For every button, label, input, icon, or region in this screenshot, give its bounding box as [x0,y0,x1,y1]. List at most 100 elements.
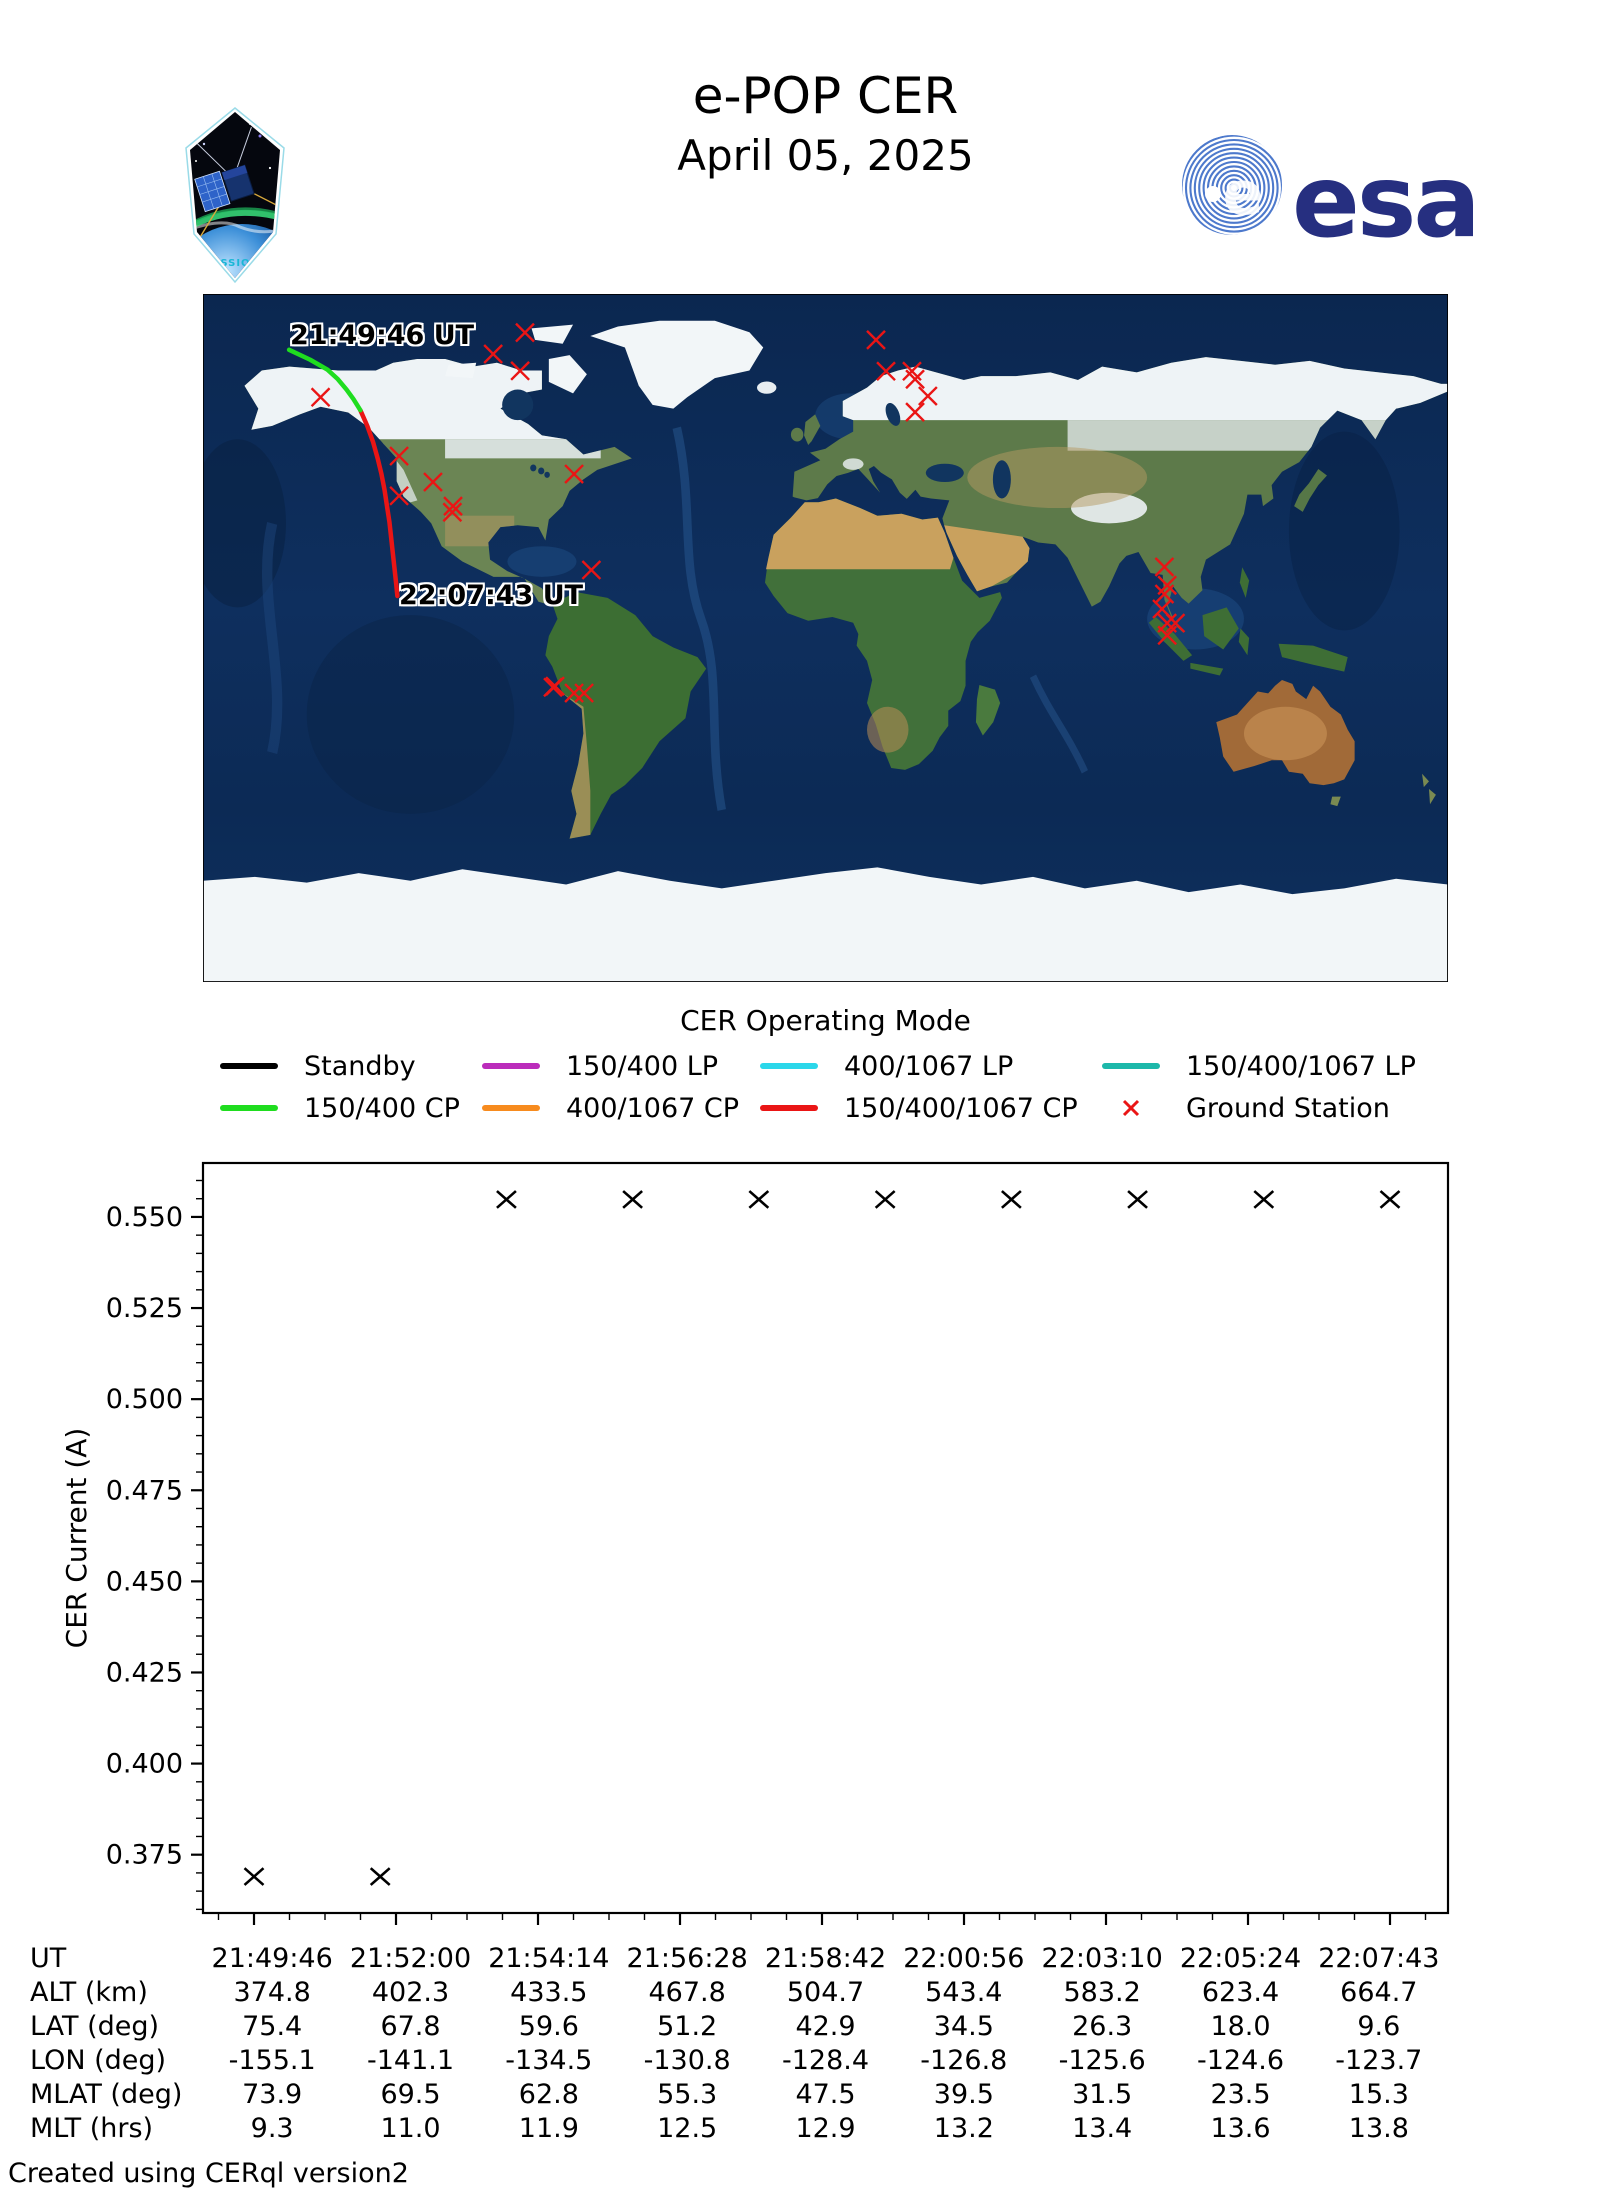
data-point-marker [243,1867,265,1886]
table-cell: 18.0 [1210,2011,1271,2042]
y-tick-label: 0.400 [106,1749,183,1780]
y-tick-label: 0.550 [106,1202,183,1233]
antarctica [203,867,1448,982]
data-point-marker [748,1190,770,1209]
y-tick-label: 0.375 [106,1840,183,1871]
table-cell: 75.4 [242,2011,303,2042]
legend-item-standby: Standby [220,1046,416,1086]
table-cell: 402.3 [371,1977,450,2008]
legend-item-label: 400/1067 CP [566,1092,740,1124]
table-cell: 623.4 [1201,1977,1280,2008]
ground-station-marker [390,487,408,505]
ground-track-150-400-cp [289,350,360,410]
legend-line-swatch [760,1105,818,1111]
ground-station-marker [565,465,583,483]
table-cell: 583.2 [1063,1977,1141,2008]
y-tick-label: 0.500 [106,1384,183,1415]
table-cell: -125.6 [1058,2045,1146,2076]
y-tick-label: 0.525 [106,1293,183,1324]
track-start-time-label: 21:49:46 UT [290,320,475,351]
table-cell: 31.5 [1072,2079,1133,2110]
continent-north-america [244,358,632,606]
ground-station-marker [919,387,937,405]
legend-item-label: 150/400/1067 CP [844,1092,1078,1124]
table-cell: 433.5 [510,1977,588,2008]
table-cell: 22:05:24 [1179,1943,1302,1974]
table-cell: 69.5 [380,2079,441,2110]
table-row-label: UT [30,1943,67,1974]
esa-globe-icon: e [1182,135,1282,235]
table-cell: 22:00:56 [903,1943,1025,1974]
cassiope-mission-patch: CASSIOPE [185,107,285,284]
legend-item-150-400-cp: 150/400 CP [220,1088,460,1128]
table-cell: 504.7 [786,1977,865,2008]
ground-station-marker [516,324,534,342]
table-row-label: MLAT (deg) [30,2079,183,2110]
table-cell: 21:52:00 [349,1943,472,1974]
legend-item-150-400-1067-cp: 150/400/1067 CP [760,1088,1078,1128]
data-point-marker [622,1190,643,1209]
table-cell: 59.6 [518,2011,579,2042]
data-point-marker [1379,1190,1401,1209]
ground-station-marker [484,345,502,363]
table-cell: 55.3 [657,2079,718,2110]
table-cell: 467.8 [648,1977,726,2008]
ground-station-marker [424,473,442,491]
table-cell: 39.5 [933,2079,994,2110]
legend-item-label: 400/1067 LP [844,1050,1014,1082]
legend-line-swatch [220,1105,278,1111]
table-cell: 664.7 [1340,1977,1418,2008]
table-cell: 12.5 [657,2113,718,2144]
table-cell: 62.8 [518,2079,579,2110]
track-end-time-label: 22:07:43 UT [399,580,584,611]
legend-item-label: Ground Station [1186,1092,1390,1124]
table-cell: 9.6 [1357,2011,1401,2042]
table-cell: 73.9 [242,2079,303,2110]
y-tick-label: 0.450 [106,1566,183,1597]
ground-station-marker [1166,614,1184,632]
table-cell: -130.8 [643,2045,731,2076]
greenland [590,320,764,409]
ground-station-marker [1155,558,1173,576]
patch-text: CASSIOPE [203,258,266,269]
legend-item-label: 150/400 LP [566,1050,719,1082]
table-cell: 47.5 [795,2079,856,2110]
svg-text:e: e [1223,159,1264,229]
table-cell: 21:56:28 [626,1943,748,1974]
table-cell: 13.4 [1072,2113,1133,2144]
table-cell: 21:54:14 [488,1943,610,1974]
table-cell: 26.3 [1072,2011,1133,2042]
table-cell: 23.5 [1210,2079,1271,2110]
table-row-label: ALT (km) [30,1977,148,2008]
ground-station-marker [582,561,600,579]
ground-station-marker [544,678,562,696]
table-cell: 11.9 [518,2113,579,2144]
table-cell: -128.4 [781,2045,870,2076]
data-point-marker [874,1190,896,1209]
ground-track-150-400-1067-cp [360,410,397,596]
esa-wordmark: esa [1292,143,1478,260]
ground-station-marker [906,403,924,421]
legend-item-400-1067-cp: 400/1067 CP [482,1088,739,1128]
ground-station-marker [877,362,895,380]
table-row-label: LAT (deg) [30,2011,160,2042]
page-date: April 05, 2025 [677,131,974,180]
table-cell: 22:03:10 [1041,1943,1163,1974]
legend-item-label: 150/400 CP [304,1092,460,1124]
esa-logo: e esa [1182,135,1481,260]
legend-item-150-400-1067-lp: 150/400/1067 LP [1102,1046,1416,1086]
ground-station-marker [511,362,529,380]
table-cell: 21:58:42 [764,1943,887,1974]
ground-station-marker [565,684,583,702]
table-cell: 13.8 [1348,2113,1409,2144]
data-point-marker [1127,1190,1148,1209]
footer-credit: Created using CERql version2 [8,2158,409,2189]
table-cell: 67.8 [380,2011,441,2042]
data-point-marker [1001,1190,1022,1209]
table-cell: 15.3 [1348,2079,1409,2110]
legend-item-ground-station: Ground Station [1102,1088,1390,1128]
legend-x-marker-icon [1102,1097,1160,1119]
table-cell: -141.1 [366,2045,455,2076]
table-cell: 12.9 [795,2113,856,2144]
table-cell: -126.8 [920,2045,1008,2076]
